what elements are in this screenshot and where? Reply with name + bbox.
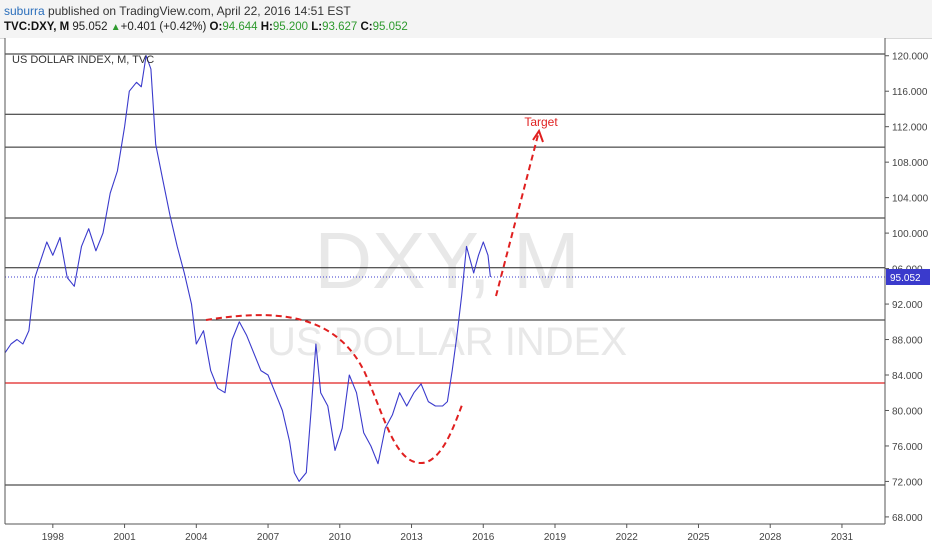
low-label: L: (311, 21, 323, 33)
x-tick-label: 2013 (400, 532, 423, 543)
x-axis[interactable]: 1998 2001 2004 2007 2010 2013 2016 2019 2022 2025… (42, 524, 854, 543)
y-tick-label: 100.000 (892, 229, 929, 240)
rounded-bottom-drawing[interactable] (205, 314, 463, 465)
x-tick-label: 2019 (544, 532, 567, 543)
price-series-line-0[interactable] (4, 55, 491, 482)
horizontal-levels (5, 53, 885, 486)
publish-line: suburra published on TradingView.com, Ap… (4, 4, 351, 18)
y-tick-label: 108.000 (892, 158, 929, 169)
watermark-sub: US DOLLAR INDEX (267, 320, 627, 364)
x-tick-label: 2022 (616, 532, 639, 543)
y-tick-label: 112.000 (892, 123, 928, 134)
x-tick-label: 2031 (831, 532, 854, 543)
drawings-layer: Target (205, 115, 558, 465)
chart-header: suburra published on TradingView.com, Ap… (0, 0, 932, 39)
last-price-badge (886, 268, 930, 285)
open-value: 94.644 (222, 21, 258, 33)
series-layer (4, 55, 491, 482)
last-price: 95.052 (72, 21, 108, 33)
y-tick-label: 84.000 (892, 371, 923, 382)
y-tick-label: 120.000 (892, 52, 929, 63)
target-label: Target (524, 115, 558, 129)
author-link[interactable]: suburra (4, 4, 45, 18)
x-tick-label: 2010 (329, 532, 352, 543)
x-tick-label: 2025 (687, 532, 710, 543)
price-change: +0.401 (+0.42%) (120, 21, 207, 33)
target-arrow-line[interactable] (495, 134, 539, 297)
y-tick-label: 72.000 (892, 477, 923, 488)
last-price-marker: 95.052 (886, 268, 930, 285)
y-tick-label: 88.000 (892, 336, 923, 347)
x-tick-label: 2001 (113, 532, 136, 543)
y-tick-label: 76.000 (892, 442, 923, 453)
low-value: 93.627 (322, 21, 358, 33)
y-tick-label: 68.000 (892, 513, 923, 524)
x-tick-label: 2028 (759, 532, 782, 543)
close-label: C: (360, 21, 373, 33)
watermark-main: DXY, M (314, 216, 579, 305)
y-tick-label: 92.000 (892, 300, 923, 311)
x-tick-label: 2004 (185, 532, 208, 543)
price-chart[interactable]: DXY, M US DOLLAR INDEX Target 68.000 72.0… (0, 38, 932, 550)
symbol-label[interactable]: TVC:DXY, M (4, 21, 70, 33)
y-axis[interactable]: 68.000 72.000 76.000 80.000 84.000 88.000 92.0… (885, 52, 929, 524)
y-tick-label: 104.000 (892, 194, 929, 205)
high-label: H: (260, 21, 273, 33)
last-price-badge-text: 95.052 (890, 273, 921, 284)
published-text: published on TradingView.com, April 22, … (48, 4, 351, 18)
x-tick-label: 2007 (257, 532, 280, 543)
triangle-up-icon: ▲ (110, 22, 121, 33)
x-tick-label: 1998 (42, 532, 65, 543)
open-label: O: (209, 21, 223, 33)
arrow-head-icon (532, 128, 544, 143)
chart-title: US DOLLAR INDEX, M, TVC (12, 54, 154, 66)
y-tick-label: 116.000 (892, 87, 928, 98)
high-value: 95.200 (272, 21, 309, 33)
x-tick-label: 2016 (472, 532, 495, 543)
close-value: 95.052 (372, 21, 408, 33)
quote-line: TVC:DXY, M 95.052 ▲+0.401 (+0.42%) O:94.… (4, 21, 408, 33)
y-tick-label: 80.000 (892, 406, 923, 417)
chart-frame (4, 38, 886, 525)
